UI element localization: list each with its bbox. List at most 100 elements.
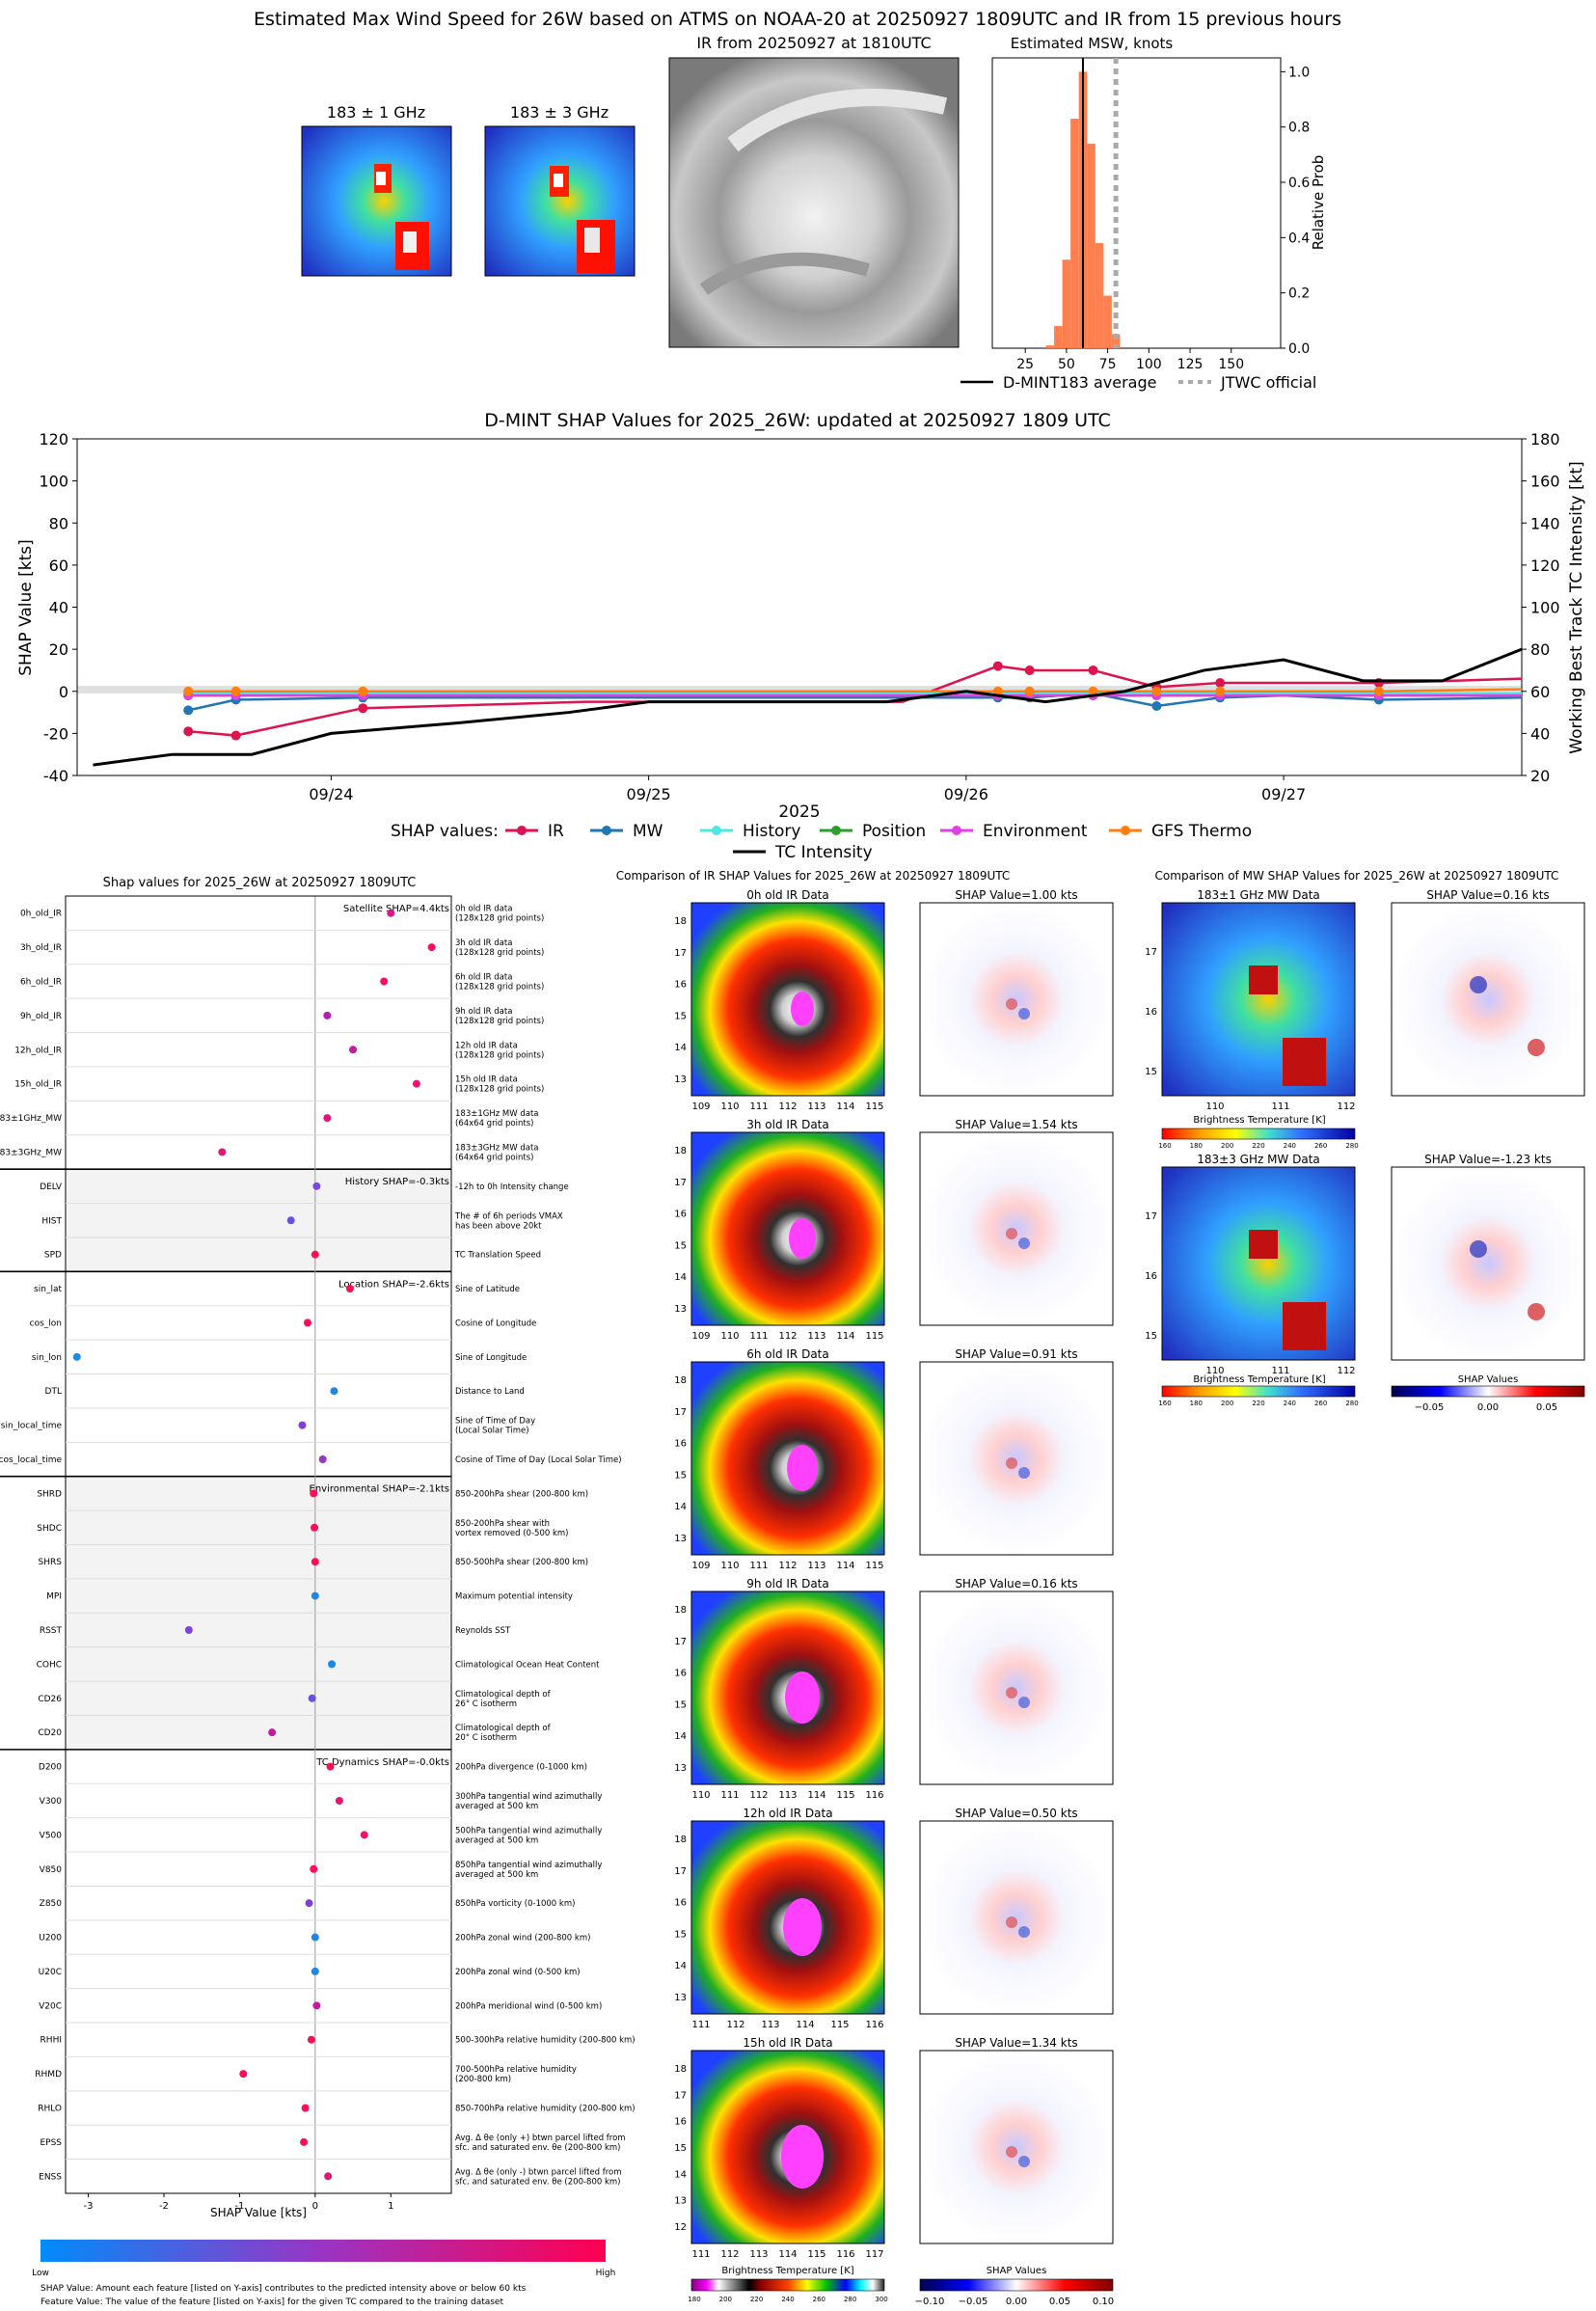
ir-xtick-4-0: 111	[691, 2020, 710, 2030]
ir-shap-tick-1: −0.05	[959, 2297, 988, 2307]
ir-xtick-3-0: 110	[691, 1790, 710, 1801]
feat-xtick-4: 1	[388, 2201, 393, 2212]
mw-bt-tick-0-0: 160	[1158, 1142, 1171, 1150]
ir-ytick-5-4: 14	[674, 2169, 687, 2180]
ir-eye-3	[785, 1672, 820, 1724]
feat-desc-26-0: 300hPa tangential wind azimuthally	[455, 1792, 602, 1802]
ir-shap-blob-red-0	[1006, 998, 1017, 1010]
mw-xtick-1-2: 112	[1337, 1366, 1355, 1376]
feat-name-3: 9h_old_IR	[20, 1012, 62, 1021]
feat-dot-6	[323, 1114, 332, 1123]
msw-title: Estimated MSW, knots	[1011, 35, 1174, 52]
feature-shap-panel: Shap values for 2025_26W at 20250927 180…	[0, 876, 636, 2307]
feat-group-label-3: Environmental SHAP=-2.1kts	[310, 1484, 450, 1495]
ts-y2label: Working Best Track TC Intensity [kt]	[1567, 461, 1586, 754]
ir-ytick-4-3: 15	[674, 1929, 687, 1940]
ir-compare-title: Comparison of IR SHAP Values for 2025_26…	[616, 869, 1011, 883]
ir-ytick-1-0: 18	[674, 1146, 687, 1156]
ir-xtick-5-2: 113	[749, 2249, 768, 2260]
feat-desc-11-0: Sine of Latitude	[455, 1285, 520, 1294]
ts-xtick-1: 09/25	[627, 785, 671, 803]
ir-ytick-1-2: 16	[674, 1210, 687, 1220]
ir-bt-tick-5: 280	[844, 2296, 856, 2303]
ir-ytick-3-4: 14	[674, 1731, 687, 1742]
feat-name-7: 183±3GHz_MW	[0, 1148, 62, 1157]
ir-xtick-4-3: 114	[796, 2020, 814, 2030]
ir-ytick-2-2: 16	[674, 1439, 687, 1450]
feat-name-10: SPD	[44, 1251, 62, 1261]
mw-ytick-1-0: 17	[1145, 1211, 1157, 1222]
ir-xtick-1-2: 111	[749, 1331, 768, 1342]
ir-ytick-5-6: 12	[674, 2222, 687, 2233]
ir-ytick-3-5: 13	[674, 1763, 687, 1774]
ir-eye-1	[789, 1218, 816, 1259]
feat-name-35: RHLO	[38, 2105, 62, 2114]
ir-eye-4	[783, 1898, 822, 1956]
feat-desc-0-0: 0h old IR data	[455, 905, 512, 914]
mw-hot-core-b-1	[1283, 1302, 1326, 1350]
ts-point-gfs-thermo-8	[1151, 686, 1162, 696]
ir-xtick-1-3: 112	[778, 1331, 797, 1342]
ir-ytick-5-3: 15	[674, 2143, 687, 2154]
feat-dot-28	[310, 1864, 318, 1873]
ts-point-ir-0	[183, 726, 194, 737]
feat-desc-23-1: 26° C isotherm	[455, 1699, 517, 1709]
mw-shap-image-1	[1391, 1166, 1585, 1361]
ir-xtick-3-2: 112	[749, 1790, 768, 1801]
ir-shap-blob-blue-5	[1018, 2156, 1030, 2167]
feat-dot-24	[268, 1728, 277, 1737]
ir-xtick-3-1: 111	[720, 1790, 739, 1801]
ir-shap-blob-red-3	[1006, 1687, 1017, 1699]
feat-dot-14	[330, 1387, 338, 1396]
ir-xtick-2-2: 111	[749, 1561, 768, 1571]
ir-ytick-4-5: 13	[674, 1993, 687, 2003]
feat-desc-5-0: 15h old IR data	[455, 1075, 518, 1085]
msw-bar-8	[1111, 334, 1121, 348]
ir-shap-title-5: SHAP Value=1.34 kts	[955, 2036, 1077, 2050]
msw-ytick-2: 0.4	[1288, 231, 1310, 246]
ir-shap-blob-blue-4	[1018, 1926, 1030, 1938]
mw-xtick-1-1: 111	[1271, 1366, 1289, 1376]
feat-group-bg-1	[66, 1169, 451, 1272]
ts-point-ir-2	[358, 703, 368, 714]
ts-y2tick-5: 120	[1530, 557, 1560, 575]
ir-ytick-0-3: 15	[674, 1011, 687, 1021]
ir-xtick-2-3: 112	[778, 1561, 797, 1571]
feat-colorbar	[41, 2240, 606, 2262]
ir-xtick-5-1: 112	[720, 2249, 739, 2260]
mw-bt-tick-0-2: 200	[1221, 1142, 1233, 1150]
ir-ytick-5-2: 16	[674, 2117, 687, 2128]
ir-ytick-4-4: 14	[674, 1961, 687, 1971]
legend-avg-label: D-MINT183 average	[1003, 373, 1156, 392]
feat-name-1: 3h_old_IR	[20, 943, 62, 953]
ir-xtick-5-4: 115	[807, 2249, 825, 2260]
feat-name-14: DTL	[45, 1387, 62, 1397]
ir-xtick-1-0: 109	[691, 1331, 710, 1342]
ir-xtick-3-6: 116	[865, 1790, 883, 1801]
ir-ytick-4-1: 17	[674, 1866, 687, 1877]
mw-bt-tick-1-0: 160	[1158, 1400, 1171, 1407]
mw-shap-title-0: SHAP Value=0.16 kts	[1426, 888, 1549, 902]
ir-bt-tick-2: 220	[750, 2296, 763, 2303]
feat-name-32: V20C	[39, 2001, 62, 2011]
ir-ytick-0-1: 17	[674, 948, 687, 959]
mw-bt-tick-0-4: 240	[1284, 1142, 1296, 1150]
feat-desc-24-0: Climatological depth of	[455, 1724, 552, 1733]
mw-shap-tick-2: 0.05	[1536, 1402, 1557, 1413]
ts-legend-label-mw: MW	[633, 822, 663, 841]
shap-timeseries: D-MINT SHAP Values for 2025_26W: updated…	[16, 410, 1586, 862]
feat-desc-28-1: averaged at 500 km	[455, 1870, 538, 1880]
feat-name-37: ENSS	[39, 2172, 62, 2182]
mw-bt-colorbar-1	[1161, 1128, 1356, 1140]
ir-shap-tick-0: −0.10	[915, 2297, 945, 2307]
ir-title: IR from 20250927 at 1810UTC	[696, 34, 931, 52]
msw-bar-3	[1070, 119, 1079, 348]
ir-xtick-5-6: 117	[865, 2249, 883, 2260]
mw-hot-core-a-0	[1249, 965, 1278, 994]
feat-desc-15-0: Sine of Time of Day	[455, 1417, 535, 1427]
ir-data-title-2: 6h old IR Data	[746, 1347, 829, 1361]
mw-shap-tick-0: −0.05	[1415, 1402, 1445, 1413]
ts-ytick-0: -40	[43, 767, 68, 785]
ts-legend-marker-ir	[517, 826, 527, 835]
